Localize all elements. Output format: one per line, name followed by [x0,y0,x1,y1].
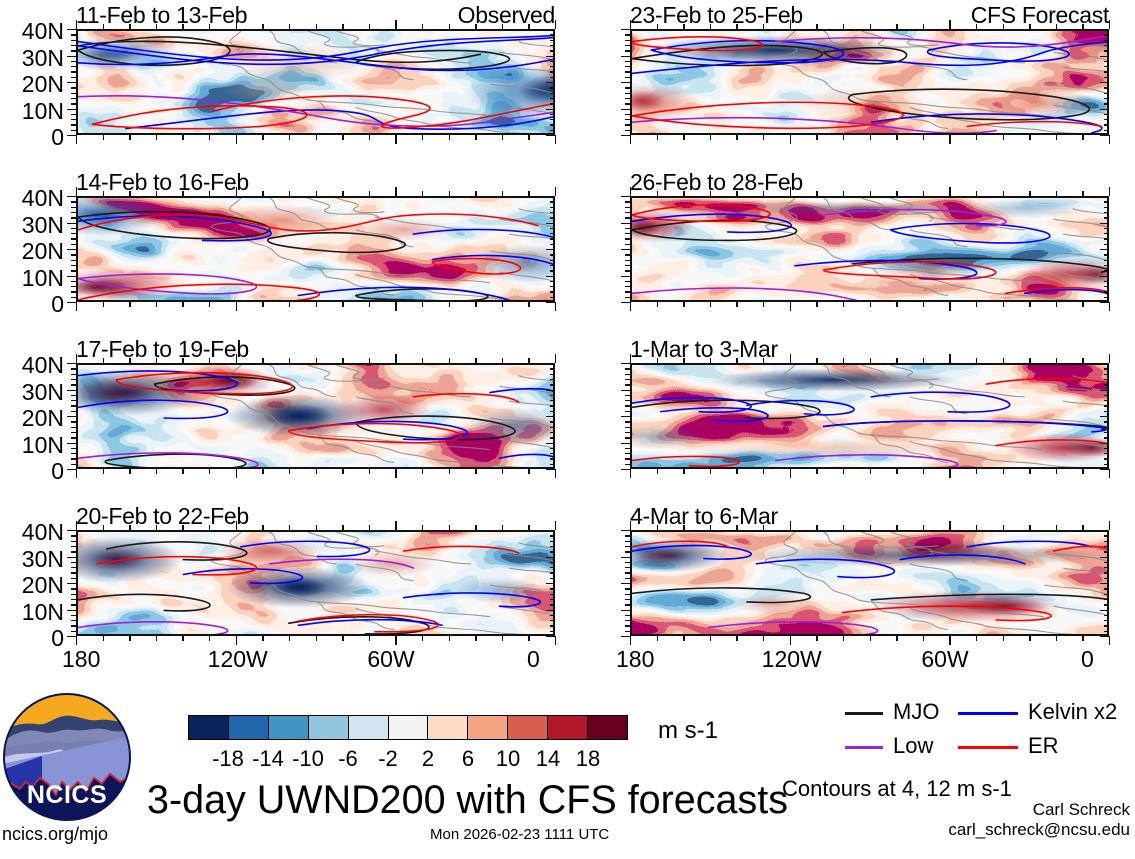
svg-text:NCICS: NCICS [27,781,107,809]
